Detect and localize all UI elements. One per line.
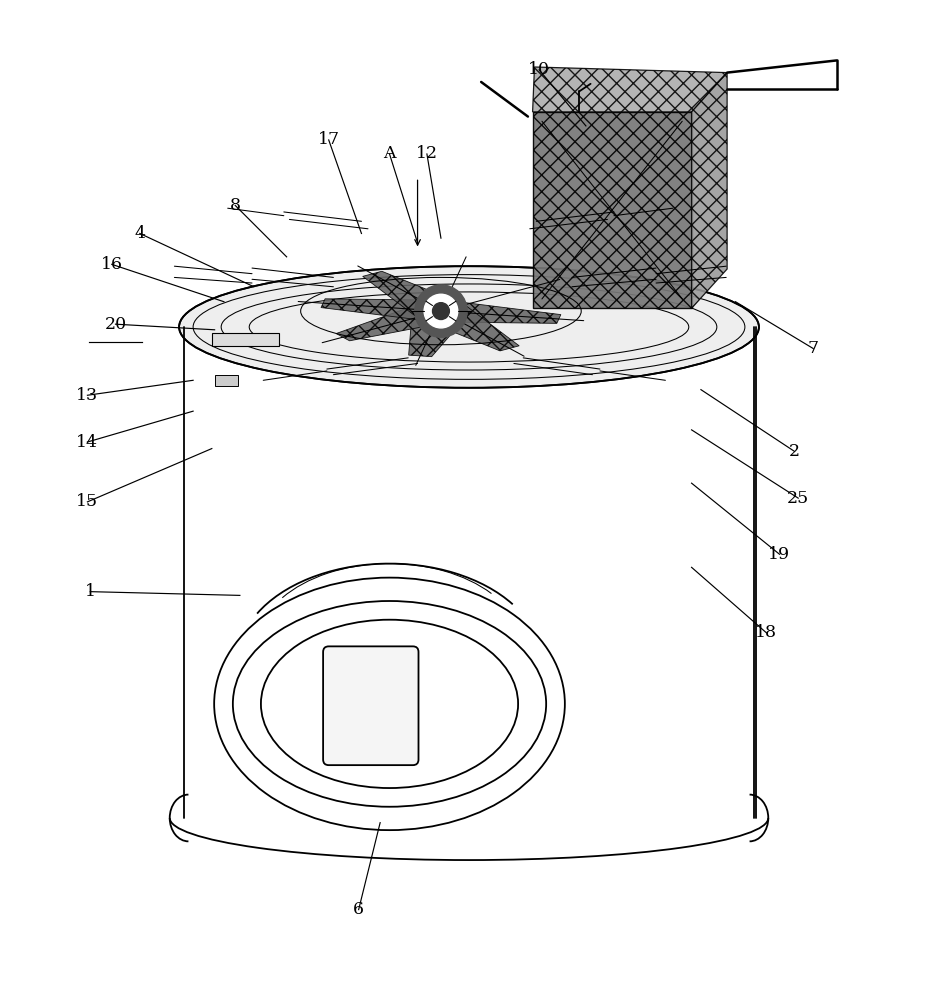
Polygon shape bbox=[336, 302, 458, 341]
Polygon shape bbox=[533, 67, 727, 112]
Text: 14: 14 bbox=[76, 434, 98, 451]
Polygon shape bbox=[533, 112, 691, 308]
Text: 25: 25 bbox=[787, 490, 809, 507]
Text: 16: 16 bbox=[100, 256, 123, 273]
Text: 13: 13 bbox=[76, 387, 98, 404]
Text: A: A bbox=[384, 145, 396, 162]
Polygon shape bbox=[321, 299, 446, 322]
Circle shape bbox=[415, 285, 467, 337]
Bar bbox=[212, 333, 280, 346]
Circle shape bbox=[424, 294, 458, 328]
Text: 7: 7 bbox=[808, 340, 819, 357]
Polygon shape bbox=[363, 271, 464, 317]
Text: 4: 4 bbox=[134, 225, 145, 242]
Text: 2: 2 bbox=[789, 443, 800, 460]
Polygon shape bbox=[409, 309, 470, 357]
Polygon shape bbox=[436, 300, 561, 323]
Text: 8: 8 bbox=[230, 197, 241, 214]
Text: 15: 15 bbox=[76, 493, 98, 510]
Circle shape bbox=[432, 303, 449, 320]
FancyBboxPatch shape bbox=[323, 646, 418, 765]
Text: 12: 12 bbox=[416, 145, 438, 162]
Text: 1: 1 bbox=[84, 583, 96, 600]
Text: 18: 18 bbox=[755, 624, 778, 641]
Text: 17: 17 bbox=[318, 131, 340, 148]
Text: 19: 19 bbox=[768, 546, 791, 563]
Ellipse shape bbox=[179, 266, 759, 388]
Bar bbox=[215, 375, 238, 386]
Polygon shape bbox=[417, 305, 519, 351]
Text: 20: 20 bbox=[104, 316, 127, 333]
Text: 6: 6 bbox=[353, 901, 364, 918]
Polygon shape bbox=[691, 73, 727, 308]
Text: 10: 10 bbox=[528, 61, 551, 78]
